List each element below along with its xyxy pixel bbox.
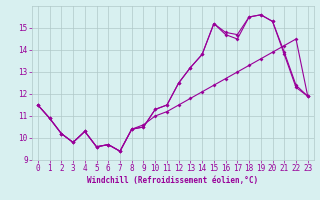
X-axis label: Windchill (Refroidissement éolien,°C): Windchill (Refroidissement éolien,°C)	[87, 176, 258, 185]
